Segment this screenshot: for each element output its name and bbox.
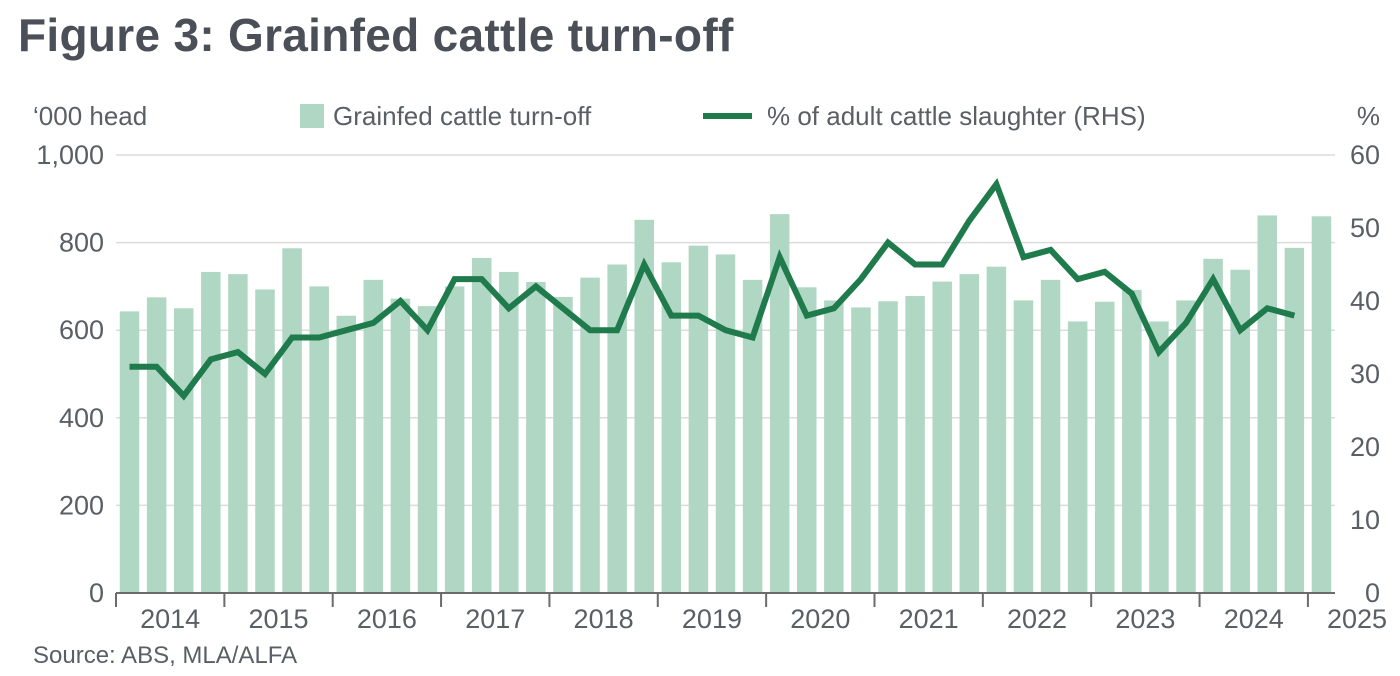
right-tick-label: 20 [1350, 432, 1380, 462]
left-tick-label: 200 [59, 490, 104, 520]
left-tick-label: 1,000 [36, 140, 104, 170]
x-tick-label: 2014 [140, 604, 200, 634]
bar [255, 289, 275, 593]
x-tick-label: 2016 [357, 604, 417, 634]
bar [309, 286, 329, 593]
legend-bar-label: Grainfed cattle turn-off [333, 101, 592, 131]
x-tick-label: 2025 [1327, 604, 1387, 634]
x-tick-label: 2024 [1224, 604, 1284, 634]
bar [1094, 301, 1115, 593]
bar [769, 214, 790, 593]
bar [1230, 269, 1250, 593]
bar-series [119, 214, 1332, 593]
bar [797, 287, 817, 593]
bar [1040, 279, 1061, 593]
bar [634, 219, 654, 593]
right-axis-unit: % [1357, 101, 1380, 131]
x-tick-label: 2021 [899, 604, 959, 634]
bar [336, 315, 357, 593]
x-tick-label: 2019 [682, 604, 742, 634]
bar [1284, 247, 1305, 593]
bar [173, 308, 194, 593]
bar [1149, 321, 1169, 593]
bar [1067, 321, 1088, 593]
bar [959, 274, 980, 593]
bar [417, 306, 438, 593]
bar [580, 277, 600, 593]
bar [1176, 300, 1196, 593]
bar [824, 300, 844, 593]
bar [1311, 216, 1332, 593]
bar [851, 307, 871, 593]
bar [553, 296, 573, 593]
bar [878, 301, 898, 593]
bar [932, 281, 952, 593]
right-tick-label: 60 [1350, 140, 1380, 170]
line-series [129, 177, 1296, 401]
bar [715, 254, 736, 593]
x-tick-label: 2015 [248, 604, 308, 634]
x-tick-label: 2022 [1007, 604, 1067, 634]
right-tick-label: 10 [1350, 505, 1380, 535]
left-tick-label: 600 [59, 315, 104, 345]
bar [1013, 300, 1034, 593]
x-tick-label: 2020 [790, 604, 850, 634]
bar [688, 245, 709, 593]
bar [228, 274, 248, 593]
bar [201, 271, 221, 593]
axes: 0 200 400 600 800 1,000 0 10 20 30 40 50 60 2014 2015 2… [36, 140, 1387, 634]
bar [1203, 258, 1223, 593]
left-axis-unit: ‘000 head [33, 101, 147, 131]
bar [607, 264, 627, 593]
right-tick-label: 0 [1365, 578, 1380, 608]
bar [146, 297, 167, 593]
source-note: Source: ABS, MLA/ALFA [33, 642, 298, 669]
bar [526, 282, 546, 593]
right-tick-label: 50 [1350, 213, 1380, 243]
legend-bar-swatch [300, 104, 324, 128]
bar [390, 298, 411, 593]
x-tick-label: 2018 [574, 604, 634, 634]
bar [742, 279, 763, 593]
bar [661, 262, 682, 593]
chart-title: Figure 3: Grainfed cattle turn-off [18, 9, 734, 61]
bar [986, 266, 1007, 593]
left-tick-label: 400 [59, 403, 104, 433]
bar [471, 257, 492, 593]
x-tick-label: 2017 [465, 604, 525, 634]
right-tick-label: 30 [1350, 359, 1380, 389]
bar [363, 279, 384, 593]
bar [1257, 215, 1278, 593]
bar [282, 248, 302, 593]
bar [905, 296, 925, 593]
left-tick-label: 800 [59, 228, 104, 258]
line-path [129, 177, 1296, 401]
left-tick-label: 0 [89, 578, 104, 608]
bar [119, 311, 140, 593]
x-tick-label: 2023 [1115, 604, 1175, 634]
bar [1122, 289, 1142, 593]
bar [499, 271, 519, 593]
legend-line-label: % of adult cattle slaughter (RHS) [767, 101, 1146, 131]
legend: Grainfed cattle turn-off % of adult catt… [300, 101, 1146, 131]
bar [444, 286, 465, 593]
right-tick-label: 40 [1350, 286, 1380, 316]
